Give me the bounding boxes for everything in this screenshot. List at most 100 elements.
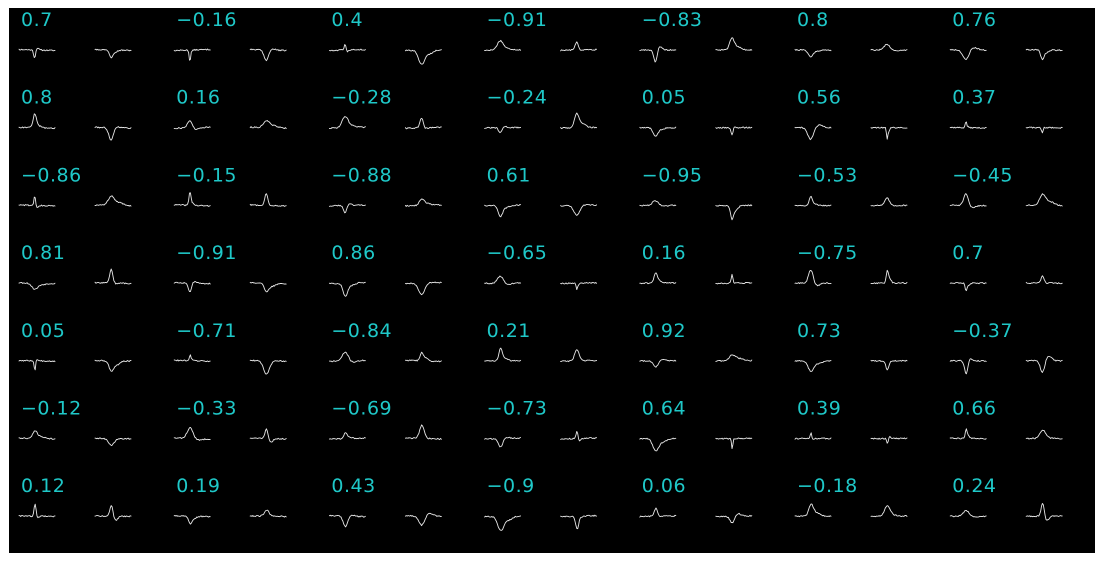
grid-svg: 0.7 −0.16 0.4 −0.91 −0.83 0.8 0.76 0.8 0.16 −0.28… xyxy=(18,9,1063,531)
correlation-label: −0.69 xyxy=(331,398,392,420)
waveform-trace-b xyxy=(870,505,908,518)
grid-cell: 0.64 xyxy=(639,398,753,452)
waveform-trace-b xyxy=(560,282,598,291)
waveform-trace-b xyxy=(94,195,132,207)
waveform-trace-b xyxy=(94,505,132,521)
waveform-trace-a xyxy=(794,359,832,372)
waveform-trace-a xyxy=(18,430,56,440)
waveform-trace-b xyxy=(1025,275,1063,285)
grid-cell: 0.8 xyxy=(18,87,132,141)
waveform-trace-b xyxy=(249,193,287,207)
grid-cell: 0.16 xyxy=(173,87,287,131)
waveform-trace-a xyxy=(484,275,522,286)
waveform-trace-b xyxy=(1025,48,1063,61)
waveform-trace-b xyxy=(249,48,287,62)
waveform-trace-a xyxy=(18,47,56,59)
correlation-label: −0.91 xyxy=(487,9,548,31)
grid-cell: 0.12 xyxy=(18,475,132,521)
waveform-trace-b xyxy=(870,126,908,140)
waveform-trace-b xyxy=(94,268,132,285)
waveform-trace-a xyxy=(173,354,211,363)
correlation-label: −0.95 xyxy=(642,164,703,186)
grid-cell: −0.69 xyxy=(328,398,442,441)
waveform-trace-a xyxy=(639,126,677,137)
waveform-trace-a xyxy=(173,426,211,441)
waveform-trace-a xyxy=(173,514,211,525)
waveform-trace-b xyxy=(94,437,132,446)
correlation-label: −0.53 xyxy=(797,164,858,186)
waveform-trace-b xyxy=(715,126,753,136)
waveform-trace-a xyxy=(484,347,522,362)
grid-cell: −0.91 xyxy=(484,9,598,52)
grid-cell: 0.81 xyxy=(18,242,132,290)
waveform-trace-a xyxy=(794,503,832,518)
waveform-trace-a xyxy=(949,46,987,60)
waveform-trace-b xyxy=(715,437,753,450)
waveform-trace-a xyxy=(18,359,56,371)
waveform-trace-b xyxy=(249,359,287,375)
correlation-label: −0.24 xyxy=(487,87,548,109)
grid-cell: −0.88 xyxy=(328,164,442,214)
waveform-trace-b xyxy=(1025,193,1063,207)
grid-cell: 0.43 xyxy=(328,475,442,528)
grid-cell: 0.86 xyxy=(328,242,442,297)
waveform-trace-b xyxy=(404,49,442,65)
waveform-trace-b xyxy=(404,512,442,527)
grid-cell: −0.75 xyxy=(794,242,908,287)
waveform-trace-a xyxy=(173,280,211,293)
waveform-trace-a xyxy=(484,204,522,218)
correlation-label: −0.73 xyxy=(487,398,548,420)
correlation-label: 0.66 xyxy=(952,398,996,420)
grid-cell: −0.65 xyxy=(484,242,598,291)
grid-cell: −0.15 xyxy=(173,164,287,207)
grid-cell: −0.18 xyxy=(794,475,908,518)
correlation-label: 0.7 xyxy=(21,9,53,31)
waveform-trace-a xyxy=(949,358,987,375)
waveform-trace-b xyxy=(404,117,442,130)
waveform-trace-b xyxy=(404,424,442,441)
correlation-label: −0.9 xyxy=(487,475,535,497)
grid-cell: 0.19 xyxy=(173,475,287,525)
waveform-trace-a xyxy=(484,436,522,448)
correlation-label: 0.16 xyxy=(176,87,220,109)
grid-cell: −0.9 xyxy=(484,475,598,531)
waveform-trace-b xyxy=(404,198,442,207)
grid-cell: 0.73 xyxy=(794,320,908,372)
waveform-trace-a xyxy=(173,48,211,61)
correlation-label: 0.21 xyxy=(487,320,531,342)
correlation-label: 0.64 xyxy=(642,398,686,420)
grid-cell: 0.7 xyxy=(18,9,132,59)
waveform-trace-a xyxy=(484,515,522,531)
waveform-trace-a xyxy=(18,113,56,130)
waveform-trace-a xyxy=(639,200,677,207)
waveform-trace-b xyxy=(870,359,908,371)
correlation-label: 0.05 xyxy=(21,320,65,342)
correlation-label: −0.84 xyxy=(331,320,392,342)
correlation-label: −0.86 xyxy=(21,164,82,186)
grid-cell: −0.86 xyxy=(18,164,132,208)
waveform-trace-a xyxy=(794,48,832,58)
correlation-label: 0.76 xyxy=(952,9,996,31)
waveform-trace-b xyxy=(249,120,287,130)
correlation-label: 0.8 xyxy=(21,87,53,109)
waveform-trace-a xyxy=(949,428,987,440)
correlation-label: 0.39 xyxy=(797,398,841,420)
correlation-label: −0.91 xyxy=(176,242,237,264)
waveform-trace-a xyxy=(18,196,56,208)
waveform-trace-b xyxy=(94,359,132,372)
waveform-trace-b xyxy=(1025,502,1063,521)
waveform-trace-b xyxy=(560,112,598,130)
grid-cell: 0.05 xyxy=(18,320,132,372)
waveform-trace-b xyxy=(560,203,598,216)
correlation-label: −0.33 xyxy=(176,398,237,420)
waveform-trace-b xyxy=(870,197,908,207)
waveform-correlation-grid: 0.7 −0.16 0.4 −0.91 −0.83 0.8 0.76 0.8 0.16 −0.28… xyxy=(9,8,1095,553)
waveform-trace-b xyxy=(560,349,598,363)
correlation-label: 0.43 xyxy=(331,475,375,497)
grid-cell: −0.12 xyxy=(18,398,132,446)
grid-cell: −0.91 xyxy=(173,242,287,293)
correlation-label: 0.19 xyxy=(176,475,220,497)
correlation-label: 0.05 xyxy=(642,87,686,109)
grid-cell: 0.24 xyxy=(949,475,1063,521)
correlation-label: 0.92 xyxy=(642,320,686,342)
